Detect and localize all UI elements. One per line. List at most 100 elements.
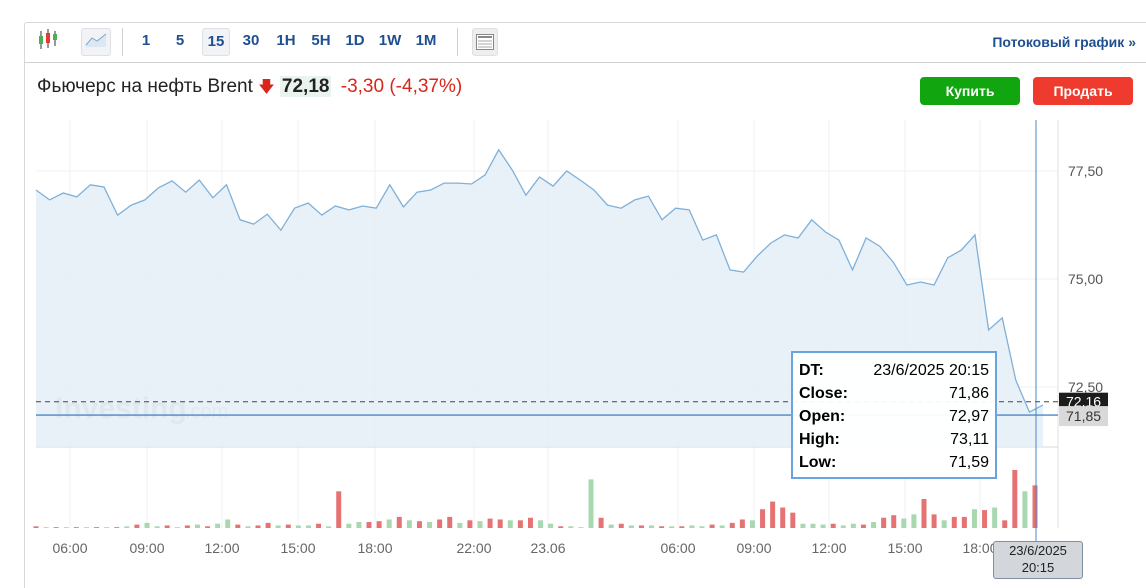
tooltip-row-dt: DT: 23/6/2025 20:15 (793, 359, 995, 382)
volume-bar (921, 499, 927, 528)
sell-button[interactable]: Продать (1033, 77, 1133, 105)
volume-bar (447, 516, 453, 528)
volume-bar (679, 526, 685, 528)
volume-bar (497, 519, 503, 528)
last-price-badge-label: 72,16 (1066, 394, 1101, 410)
interval-30[interactable]: 30 (242, 32, 260, 49)
volume-bar (265, 522, 271, 528)
tooltip-label: DT: (799, 362, 824, 379)
volume-bar (356, 522, 362, 528)
toolbar: 1 5 15 30 1H 5H 1D 1W 1M Потоковый графи… (24, 22, 1146, 63)
volume-bar (194, 524, 200, 528)
volume-bar (941, 520, 947, 528)
volume-bar (850, 523, 856, 528)
tooltip-row-high: High: 73,11 (793, 428, 995, 451)
instrument-header: Фьючерс на нефть Brent 🡇 72,18 -3,30 (-4… (37, 76, 462, 103)
volume-bar (527, 517, 533, 528)
volume-bar (396, 516, 402, 528)
volume-bar (295, 525, 301, 528)
volume-bar (164, 525, 170, 528)
volume-bar (538, 520, 544, 528)
volume-bar (790, 512, 796, 528)
volume-bar (416, 521, 422, 528)
volume-bar (53, 527, 59, 528)
volume-bar (840, 525, 846, 528)
volume-bar (134, 524, 140, 528)
volume-bar (144, 522, 150, 528)
volume-bar (971, 509, 977, 528)
volume-bar (94, 527, 100, 528)
crosshair-date: 23/6/2025 (1009, 543, 1067, 558)
volume-bar (800, 523, 806, 528)
streaming-chart-link[interactable]: Потоковый график » (992, 34, 1136, 50)
volume-bar (891, 515, 897, 528)
volume-bar (376, 521, 382, 528)
divider (122, 28, 123, 56)
volume-bar (215, 523, 221, 528)
tooltip-value: 72,97 (948, 408, 989, 425)
tooltip-label: Open: (799, 408, 846, 425)
area-chart-icon[interactable] (81, 28, 111, 56)
tooltip-value: 73,11 (950, 431, 989, 448)
buy-button[interactable]: Купить (920, 77, 1020, 105)
x-tick-label: 18:00 (357, 540, 392, 556)
x-tick-label: 12:00 (204, 540, 239, 556)
volume-bar (43, 527, 49, 528)
volume-bar (901, 518, 907, 528)
volume-bar (881, 517, 887, 528)
tooltip-row-open: Open: 72,97 (793, 405, 995, 428)
x-tick-label: 15:00 (280, 540, 315, 556)
interval-1w[interactable]: 1W (378, 32, 402, 49)
volume-bar (346, 523, 352, 528)
volume-bar (578, 527, 584, 528)
volume-bar (235, 524, 241, 528)
price-line (35, 148, 1044, 413)
volume-bar (992, 507, 998, 528)
volume-bar (568, 526, 574, 528)
tooltip-row-low: Low: 71,59 (793, 451, 995, 474)
interval-5[interactable]: 5 (175, 32, 185, 49)
volume-bar (951, 516, 957, 528)
y-tick-label: 75,00 (1068, 271, 1103, 287)
table-view-icon[interactable] (472, 28, 498, 56)
volume-bar (548, 523, 554, 528)
volume-bar (830, 523, 836, 528)
volume-bar (558, 526, 564, 528)
volume-bar (770, 501, 776, 528)
crosshair-price-label: 71,85 (1066, 408, 1101, 424)
volume-bar (628, 525, 634, 528)
crosshair-time-label: 23/6/2025 20:15 (993, 541, 1083, 579)
volume-bar (457, 522, 463, 528)
crosshair-time: 20:15 (1021, 560, 1055, 575)
volume-bar (427, 522, 433, 528)
ohlc-tooltip: DT: 23/6/2025 20:15 Close: 71,86 Open: 72,9… (791, 351, 997, 479)
volume-bar (517, 520, 523, 528)
volume-bar (608, 524, 614, 528)
interval-1h[interactable]: 1H (276, 32, 296, 49)
volume-bar (245, 526, 251, 528)
candlestick-chart-icon[interactable] (34, 28, 62, 54)
price-change: -3,30 (340, 76, 385, 97)
tooltip-value: 71,86 (948, 385, 989, 402)
streaming-chart-label: Потоковый график (992, 34, 1125, 50)
volume-bar (275, 525, 281, 528)
chevron-right-icon: » (1128, 34, 1136, 50)
volume-bar (83, 527, 89, 528)
interval-15[interactable]: 15 (202, 28, 230, 56)
volume-bar (618, 523, 624, 528)
x-tick-label: 22:00 (456, 540, 491, 556)
volume-bar (871, 522, 877, 528)
interval-5h[interactable]: 5H (311, 32, 331, 49)
volume-bar (810, 523, 816, 528)
y-tick-label: 77,50 (1068, 163, 1103, 179)
interval-1m[interactable]: 1M (415, 32, 437, 49)
interval-1d[interactable]: 1D (345, 32, 365, 49)
volume-bar (255, 525, 261, 528)
volume-bar (598, 517, 604, 528)
volume-bar (467, 520, 473, 528)
divider (457, 28, 458, 56)
interval-1[interactable]: 1 (141, 32, 151, 49)
volume-bar (760, 509, 766, 528)
